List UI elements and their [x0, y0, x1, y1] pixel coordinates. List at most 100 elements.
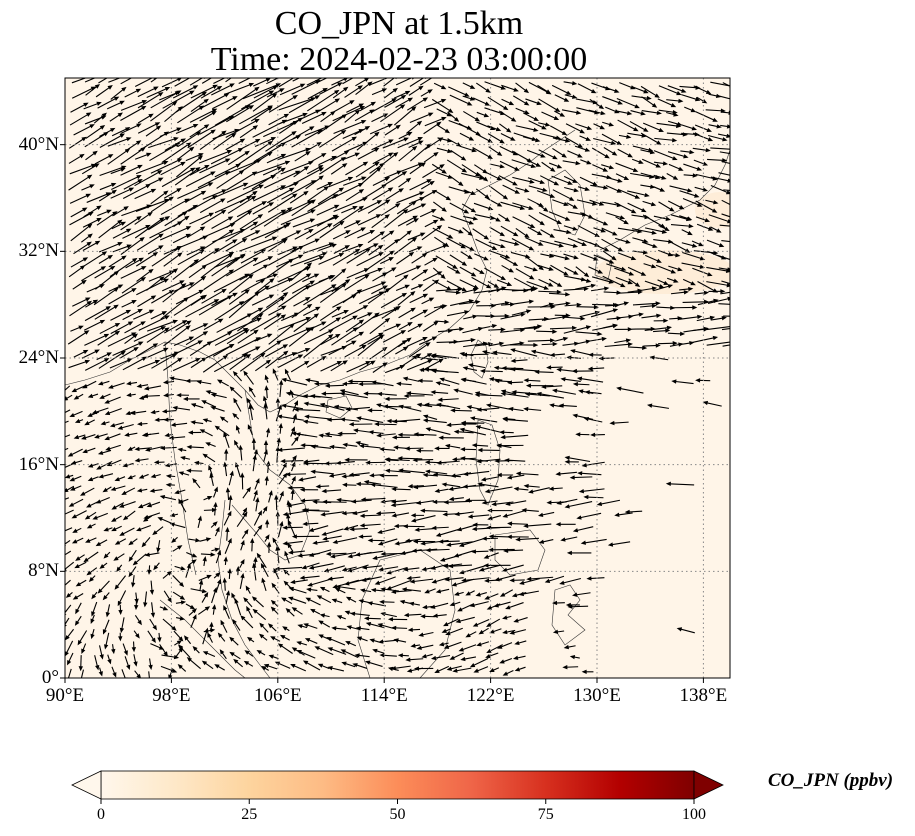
wind-vector-arrow [644, 227, 668, 234]
wind-vector-arrow [653, 161, 669, 166]
wind-vector-arrow [567, 237, 588, 246]
wind-vector-arrow [524, 392, 550, 397]
wind-vector-arrow [278, 490, 284, 502]
wind-vector-arrow [590, 286, 610, 292]
wind-vector-arrow [116, 564, 123, 572]
wind-vector-arrow [127, 475, 136, 480]
wind-vector-arrow [176, 155, 204, 178]
wind-vector-arrow [653, 186, 666, 192]
wind-vector-arrow [300, 443, 319, 448]
wind-vector-arrow [381, 339, 408, 358]
wind-vector-arrow [565, 123, 585, 134]
wind-vector-arrow [465, 498, 486, 503]
wind-vector-arrow [186, 657, 201, 670]
wind-vector-arrow [499, 658, 513, 664]
wind-vector-arrow [200, 253, 234, 279]
wind-vector-arrow [558, 403, 577, 408]
wind-vector-arrow [647, 403, 670, 409]
wind-vector-arrow [118, 501, 136, 508]
wind-vector-arrow [91, 601, 98, 617]
wind-vector-arrow [298, 476, 317, 482]
wind-vector-arrow [671, 379, 694, 385]
wind-vector-arrow [277, 520, 284, 538]
wind-vector-arrow [577, 471, 602, 476]
wind-vector-arrow [280, 161, 314, 175]
wind-vector-arrow [294, 228, 314, 240]
wind-vector-arrow [227, 195, 257, 214]
wind-vector-arrow [549, 253, 570, 261]
wind-vector-arrow [281, 200, 313, 216]
wind-vector-arrow [449, 254, 468, 266]
wind-vector-arrow [476, 172, 489, 182]
wind-vector-arrow [163, 357, 183, 371]
wind-vector-arrow [332, 106, 366, 122]
wind-vector-arrow [488, 146, 503, 157]
wind-vector-arrow [408, 246, 423, 253]
wind-vector-arrow [94, 655, 100, 671]
wind-vector-arrow [245, 585, 251, 594]
wind-vector-arrow [453, 429, 474, 434]
wind-vector-arrow [344, 274, 370, 291]
wind-vector-arrow [491, 501, 514, 507]
wind-vector-arrow [146, 319, 179, 332]
latitude-tick-label: 16°N [18, 453, 59, 475]
wind-vector-arrow [424, 219, 439, 228]
wind-vector-arrow [639, 303, 657, 309]
wind-vector-arrow [95, 270, 120, 290]
wind-vector-arrow [630, 312, 644, 317]
wind-vector-arrow [190, 588, 208, 594]
wind-vector-arrow [135, 160, 169, 175]
colorbar-extend-low [71, 770, 102, 800]
wind-vector-arrow [522, 136, 541, 143]
wind-vector-arrow [577, 186, 590, 191]
wind-vector-arrow [501, 264, 515, 273]
wind-vector-arrow [178, 498, 187, 513]
colorbar-tick-label: 50 [389, 806, 406, 823]
wind-vector-arrow [133, 309, 155, 320]
wind-vector-arrow [528, 120, 547, 130]
longitude-tick-label: 130°E [573, 685, 621, 706]
wind-vector-arrow [175, 616, 186, 621]
wind-vector-arrow [706, 239, 725, 248]
wind-vector-arrow [113, 553, 125, 561]
wind-vector-arrow [341, 566, 357, 572]
wind-vector-arrow [454, 511, 474, 517]
wind-vector-arrow [441, 482, 461, 488]
wind-vector-arrow [344, 227, 367, 239]
wind-vector-arrow [538, 98, 561, 113]
wind-vector-arrow [349, 527, 368, 532]
wind-vector-arrow [479, 368, 503, 374]
wind-vector-arrow [137, 122, 161, 134]
wind-vector-arrow [124, 321, 146, 334]
wind-vector-arrow [65, 420, 69, 424]
wind-vector-arrow [201, 78, 213, 84]
wind-vector-arrow [513, 486, 529, 492]
wind-vector-arrow [497, 642, 513, 649]
wind-vector-arrow [84, 78, 97, 83]
wind-vector-arrow [331, 598, 343, 604]
wind-vector-arrow [605, 184, 623, 193]
wind-vector-arrow [173, 630, 184, 642]
wind-vector-arrow [266, 292, 289, 309]
wind-vector-arrow [435, 528, 461, 537]
wind-vector-arrow [398, 468, 425, 474]
wind-vector-arrow [70, 102, 89, 113]
wind-vector-arrow [708, 134, 728, 142]
wind-vector-arrow [278, 78, 295, 88]
wind-vector-arrow [631, 158, 644, 164]
colorbar-tick-label: 0 [97, 806, 105, 823]
wind-vector-arrow [286, 499, 292, 516]
wind-vector-arrow [358, 534, 372, 539]
wind-vector-arrow [203, 496, 213, 501]
wind-vector-arrow [202, 627, 209, 645]
wind-vector-arrow [243, 597, 253, 608]
wind-vector-arrow [398, 131, 413, 140]
wind-vector-arrow [564, 501, 593, 509]
wind-vector-arrow [343, 524, 359, 531]
wind-vector-arrow [641, 96, 658, 108]
wind-vector-arrow [397, 291, 416, 306]
wind-vector-arrow [173, 282, 195, 292]
wind-vector-arrow [278, 379, 284, 398]
mainland-asia-coastline [65, 129, 576, 413]
wind-vector-arrow [98, 189, 117, 202]
